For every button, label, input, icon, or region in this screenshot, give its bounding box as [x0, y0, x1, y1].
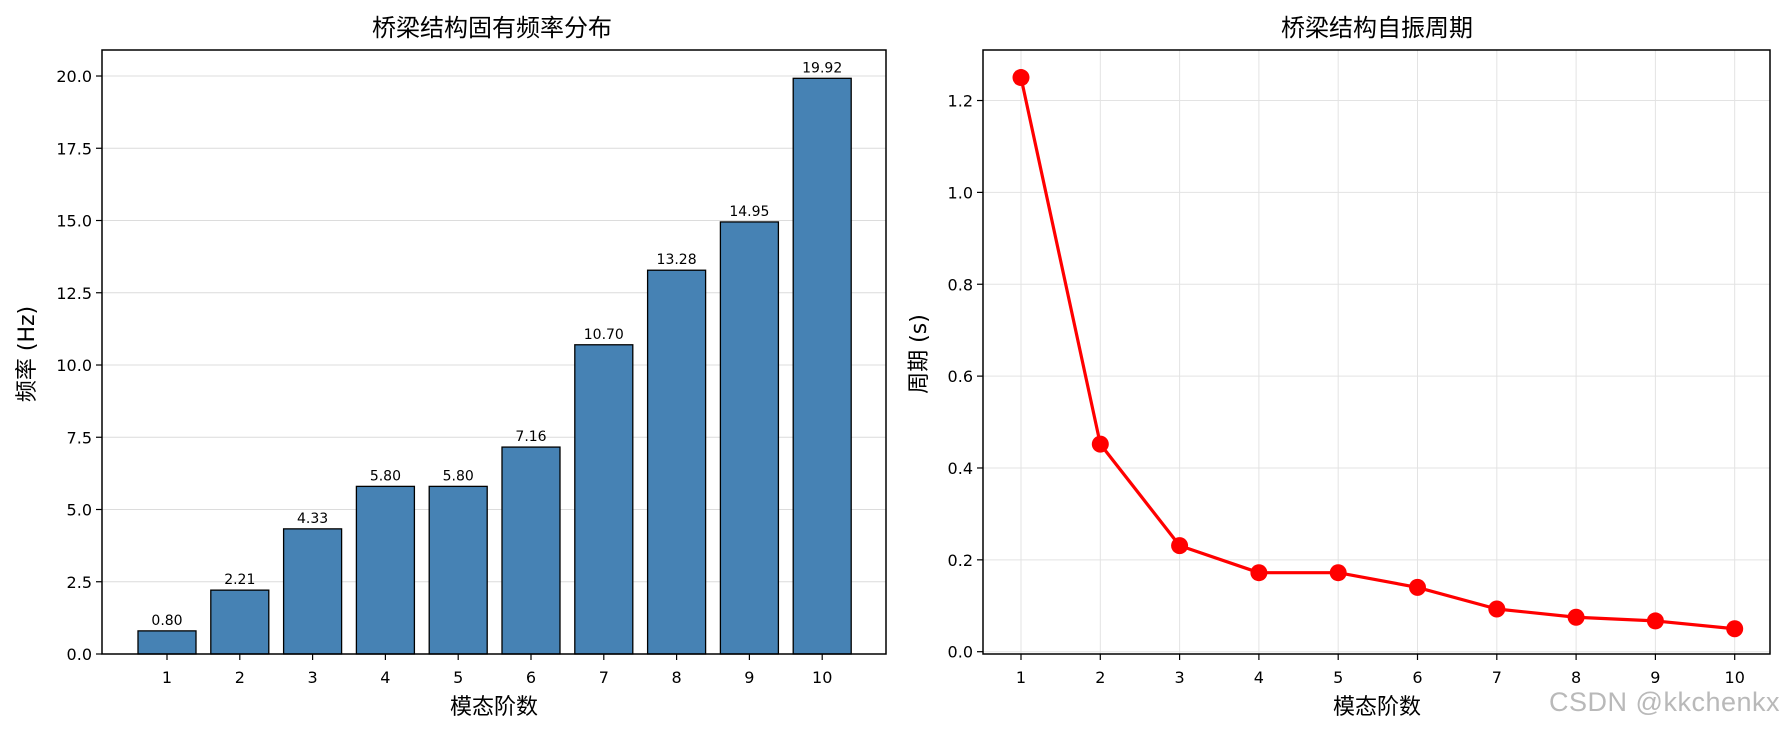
bar-value-label: 2.21 — [224, 572, 255, 588]
frequency-chart-y-label: 频率 (Hz) — [15, 306, 40, 402]
bar-value-label: 4.33 — [297, 511, 328, 527]
bar-value-label: 5.80 — [443, 468, 474, 484]
bar — [210, 589, 270, 655]
bar-value-label: 14.95 — [729, 204, 769, 220]
watermark: CSDN @kkchenkx — [1549, 687, 1780, 717]
data-point — [1646, 612, 1664, 630]
data-point — [1012, 69, 1030, 87]
bar-value-label: 10.70 — [584, 327, 624, 343]
period-chart-line — [1019, 77, 1735, 631]
y-tick-label: 0.2 — [948, 551, 973, 570]
bar — [792, 77, 852, 655]
x-tick-label: 2 — [235, 668, 245, 687]
y-tick-label: 20.0 — [56, 67, 92, 86]
y-tick-label: 0.8 — [948, 275, 973, 294]
y-tick-label: 0.0 — [948, 643, 973, 662]
period-chart-points — [1012, 69, 1744, 638]
y-tick-label: 12.5 — [56, 284, 92, 303]
data-point — [1329, 564, 1347, 582]
x-tick-label: 4 — [1254, 668, 1264, 687]
x-tick-label: 1 — [1016, 668, 1026, 687]
frequency-chart-y-ticks: 0.0 2.5 5.0 7.5 10.0 12.5 15.0 17.5 20.0 — [56, 67, 102, 664]
data-point — [1250, 564, 1268, 582]
bar — [355, 485, 416, 655]
frequency-chart-x-label: 模态阶数 — [450, 695, 538, 720]
bar — [719, 221, 780, 655]
frequency-chart-frame — [101, 49, 887, 655]
x-tick-label: 7 — [599, 668, 609, 687]
x-tick-label: 8 — [1571, 668, 1581, 687]
data-point — [1171, 537, 1189, 555]
bar — [282, 528, 343, 655]
y-tick-label: 17.5 — [56, 139, 92, 158]
x-tick-label: 5 — [1333, 668, 1343, 687]
data-point — [1091, 435, 1109, 453]
x-tick-label: 10 — [812, 668, 832, 687]
y-tick-label: 0.0 — [67, 645, 92, 664]
x-tick-label: 9 — [1650, 668, 1660, 687]
data-point — [1409, 578, 1426, 596]
bar — [428, 485, 488, 655]
x-tick-label: 8 — [672, 668, 682, 687]
period-chart-grid — [983, 50, 1770, 654]
y-tick-label: 5.0 — [67, 501, 92, 520]
x-tick-label: 6 — [1412, 668, 1422, 687]
period-chart-x-ticks: 1 2 3 4 5 6 7 8 9 10 — [1016, 654, 1745, 687]
x-tick-label: 7 — [1492, 668, 1502, 687]
x-tick-label: 9 — [744, 668, 754, 687]
frequency-chart: 桥梁结构固有频率分布 0.80 2.21 4.33 5.80 5.80 7.16 10.70… — [15, 14, 887, 720]
period-chart-y-ticks: 0.0 0.2 0.4 0.6 0.8 1.0 1.2 — [948, 92, 983, 662]
y-tick-label: 10.0 — [56, 356, 92, 375]
bar — [574, 344, 634, 655]
x-tick-label: 2 — [1095, 668, 1105, 687]
frequency-chart-bars — [137, 77, 852, 655]
x-tick-label: 3 — [308, 668, 318, 687]
bar-value-label: 7.16 — [515, 429, 546, 445]
period-chart: 桥梁结构自振周期 0.0 0.2 0.4 0.6 0.8 1.0 1.2 1 2 3 4 5 6 7 8 9… — [907, 14, 1771, 720]
y-tick-label: 15.0 — [56, 212, 92, 231]
x-tick-label: 1 — [162, 668, 172, 687]
period-chart-frame — [982, 49, 1771, 655]
y-tick-label: 0.4 — [948, 459, 973, 478]
bar — [501, 446, 561, 655]
x-tick-label: 5 — [453, 668, 463, 687]
frequency-chart-title: 桥梁结构固有频率分布 — [372, 14, 612, 42]
frequency-chart-grid — [102, 75, 886, 655]
data-point — [1567, 608, 1585, 626]
y-tick-label: 0.6 — [948, 367, 973, 386]
bar-value-label: 5.80 — [370, 468, 401, 484]
bar — [646, 269, 707, 655]
x-tick-label: 4 — [380, 668, 390, 687]
bar-value-label: 0.80 — [151, 613, 182, 629]
y-tick-label: 7.5 — [67, 428, 92, 447]
period-chart-y-label: 周期 (s) — [907, 314, 932, 394]
x-tick-label: 10 — [1725, 668, 1745, 687]
y-tick-label: 1.2 — [948, 92, 973, 111]
period-chart-x-label: 模态阶数 — [1333, 695, 1421, 720]
period-chart-title: 桥梁结构自振周期 — [1281, 14, 1473, 42]
period-series-line — [1019, 77, 1735, 631]
bar-value-label: 19.92 — [802, 60, 842, 76]
x-tick-label: 3 — [1175, 668, 1185, 687]
frequency-chart-data-labels: 0.80 2.21 4.33 5.80 5.80 7.16 10.70 13.28 14.95 1… — [151, 60, 842, 629]
frequency-chart-x-ticks: 1 2 3 4 5 6 7 8 9 10 — [162, 654, 832, 687]
x-tick-label: 6 — [526, 668, 536, 687]
data-point — [1726, 620, 1744, 638]
y-tick-label: 1.0 — [948, 183, 973, 202]
y-tick-label: 2.5 — [67, 573, 92, 592]
bar — [137, 630, 197, 655]
bar-value-label: 13.28 — [657, 252, 697, 268]
data-point — [1488, 600, 1506, 618]
